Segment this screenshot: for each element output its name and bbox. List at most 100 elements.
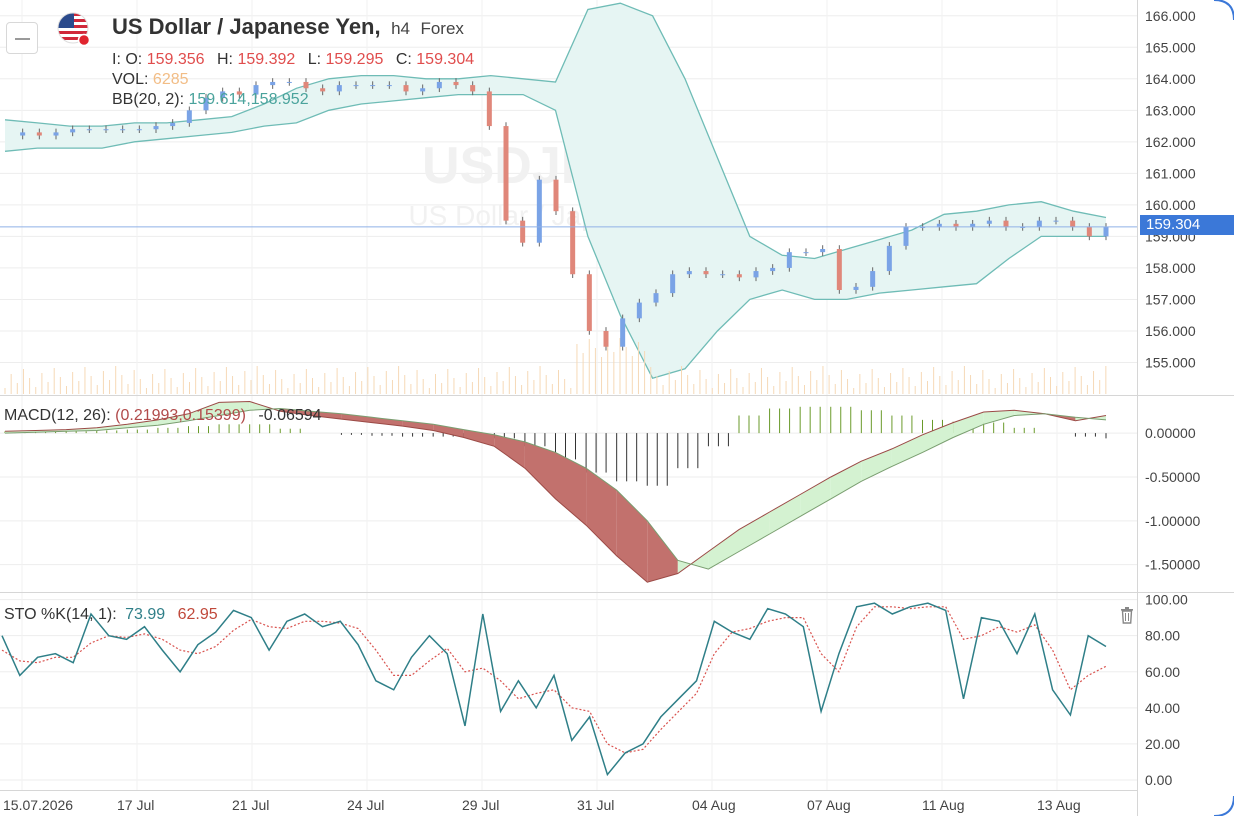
candle-body <box>570 211 576 275</box>
macd-cloud-segment <box>280 408 311 416</box>
window-corner-accent <box>1213 0 1234 21</box>
macd-cloud-segment <box>157 413 189 426</box>
macd-cloud-segment <box>524 441 556 499</box>
candle-body <box>553 179 559 212</box>
candle-body <box>886 245 892 272</box>
collapse-legend-button[interactable] <box>6 22 38 54</box>
volume-readout: VOL: 6285 <box>112 70 189 90</box>
candle-body <box>653 293 659 303</box>
trash-icon[interactable] <box>1119 606 1135 624</box>
close-label: C: <box>395 51 412 68</box>
macd-cloud-segment <box>555 452 587 526</box>
candle-body <box>953 223 959 227</box>
candle-body <box>36 132 42 136</box>
candle-body <box>670 274 676 294</box>
macd-cloud-segment <box>188 402 220 421</box>
price-axis-tick: 156.000 <box>1145 323 1196 339</box>
candle-body <box>203 97 209 111</box>
candle-body <box>753 271 759 278</box>
candle-body <box>786 252 792 268</box>
candle-body <box>853 286 859 290</box>
candle-body <box>1003 220 1009 227</box>
candle-body <box>136 129 142 131</box>
candle-body <box>603 330 609 347</box>
time-axis-tick: 31 Jul <box>577 797 614 813</box>
price-axis-tick: 158.000 <box>1145 260 1196 276</box>
candle-body <box>920 226 926 228</box>
stochastic-d-value: 62.95 <box>177 606 218 623</box>
candle-body <box>120 129 126 131</box>
bollinger-band-fill <box>5 3 1106 379</box>
market-label: Forex <box>420 19 464 38</box>
macd-cloud-segment <box>96 424 128 431</box>
bollinger-label: BB(20, 2): <box>112 91 185 108</box>
macd-cloud-segment <box>739 512 770 552</box>
macd-cloud-segment <box>402 420 434 431</box>
macd-axis-tick: -1.50000 <box>1145 557 1200 573</box>
price-axis-tick: 155.000 <box>1145 354 1196 370</box>
sto-k-line <box>1 602 1107 777</box>
candle-body <box>636 302 642 319</box>
sto-d-line <box>1 606 1107 754</box>
macd-readout: MACD(12, 26): (0.21993,0.15399) -0.06594 <box>4 406 322 426</box>
candle-body <box>20 132 26 136</box>
candle-body <box>403 85 409 92</box>
timeframe-label: h4 <box>391 19 410 38</box>
symbol-name: US Dollar / Japanese Yen, <box>112 14 381 39</box>
sto-axis-tick: 60.00 <box>1145 664 1180 680</box>
window-corner-accent <box>1213 795 1234 816</box>
candle-body <box>220 91 226 98</box>
macd-line <box>4 400 1107 583</box>
time-axis-tick: 11 Aug <box>922 797 965 813</box>
price-axis-tick: 160.000 <box>1145 197 1196 213</box>
macd-cloud-segment <box>922 422 954 453</box>
candle-body <box>870 271 876 287</box>
volume-value: 6285 <box>152 71 189 88</box>
macd-axis-tick: -0.50000 <box>1145 469 1200 485</box>
macd-cloud-segment <box>586 468 617 556</box>
candle-body <box>336 85 342 92</box>
sto-axis-tick: 100.00 <box>1145 592 1188 608</box>
candle-body <box>520 220 526 243</box>
candle-body <box>270 81 276 86</box>
close-value: 159.304 <box>416 51 475 68</box>
candle-body <box>486 91 492 127</box>
high-value: 159.392 <box>237 51 296 68</box>
sto-axis-tick: 80.00 <box>1145 628 1180 644</box>
candle-body <box>1036 220 1042 227</box>
high-label: H: <box>216 51 233 68</box>
candle-body <box>236 91 242 95</box>
macd-histogram-value: -0.06594 <box>258 407 322 424</box>
macd-pair-value: (0.21993,0.15399) <box>115 407 246 424</box>
macd-axis-tick: -1.00000 <box>1145 513 1200 529</box>
macd-cloud-segment <box>830 461 862 499</box>
candle-body <box>253 85 259 95</box>
volume-label: VOL: <box>112 71 149 88</box>
low-label: L: <box>307 51 322 68</box>
candle-body <box>903 226 909 246</box>
candle-body <box>186 110 192 123</box>
bollinger-values: 159.614,158.952 <box>188 91 309 108</box>
candle-body <box>286 81 292 83</box>
time-axis-tick: 29 Jul <box>462 797 499 813</box>
candle-body <box>836 249 842 290</box>
candle-body <box>70 129 76 133</box>
sto-axis-tick: 40.00 <box>1145 700 1180 716</box>
macd-cloud-segment <box>433 424 464 438</box>
candle-body <box>736 274 742 278</box>
price-axis-tick: 163.000 <box>1145 102 1196 118</box>
sto-axis-tick: 0.00 <box>1145 772 1172 788</box>
candle-body <box>420 88 426 92</box>
macd-signal-line <box>4 407 1107 570</box>
candle-body <box>86 129 92 131</box>
macd-cloud-segment <box>708 529 739 570</box>
candle-body <box>353 85 359 87</box>
macd-cloud-segment <box>891 434 923 467</box>
open-label: I: O: <box>112 51 143 68</box>
price-axis-tick: 165.000 <box>1145 39 1196 55</box>
symbol-title: US Dollar / Japanese Yen, h4 Forex <box>112 14 464 40</box>
price-axis-tick: 164.000 <box>1145 71 1196 87</box>
time-axis-tick: 04 Aug <box>692 797 736 813</box>
bollinger-readout: BB(20, 2): 159.614,158.952 <box>112 90 309 110</box>
